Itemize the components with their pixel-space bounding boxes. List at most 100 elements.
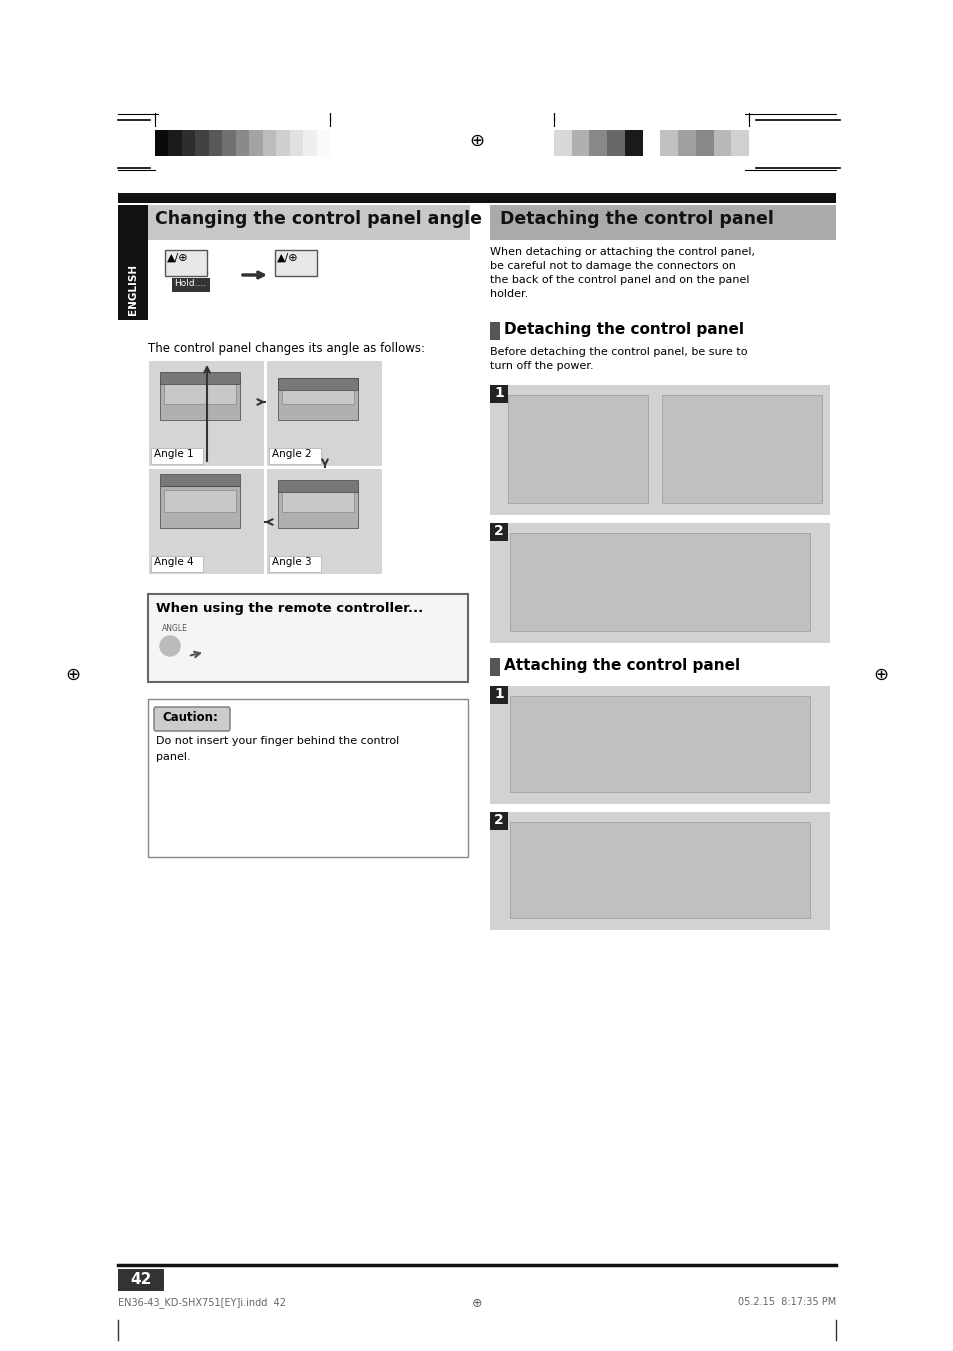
Bar bbox=[571, 130, 589, 155]
Bar bbox=[262, 130, 276, 155]
Text: ▲/⊕: ▲/⊕ bbox=[276, 253, 298, 263]
Text: Angle 1: Angle 1 bbox=[153, 449, 193, 459]
Bar bbox=[282, 490, 354, 512]
Bar bbox=[589, 130, 607, 155]
Bar bbox=[490, 385, 507, 403]
Bar bbox=[169, 130, 182, 155]
Bar bbox=[713, 130, 731, 155]
Text: Do not insert your finger behind the control: Do not insert your finger behind the con… bbox=[156, 736, 399, 746]
Bar bbox=[490, 385, 829, 515]
Bar bbox=[290, 130, 303, 155]
Text: Angle 2: Angle 2 bbox=[272, 449, 312, 459]
Text: Attaching the control panel: Attaching the control panel bbox=[503, 658, 740, 673]
Bar bbox=[269, 557, 320, 571]
Text: Detaching the control panel: Detaching the control panel bbox=[499, 209, 773, 228]
FancyBboxPatch shape bbox=[153, 707, 230, 731]
Text: the back of the control panel and on the panel: the back of the control panel and on the… bbox=[490, 276, 749, 285]
Bar bbox=[274, 250, 316, 276]
Bar bbox=[490, 686, 829, 804]
Bar bbox=[695, 130, 713, 155]
Bar bbox=[148, 594, 468, 682]
Text: ⊕: ⊕ bbox=[469, 132, 484, 150]
Text: Angle 4: Angle 4 bbox=[153, 557, 193, 567]
Bar bbox=[209, 130, 223, 155]
Bar bbox=[267, 469, 381, 574]
Bar bbox=[267, 361, 381, 466]
Bar bbox=[490, 658, 499, 676]
Bar bbox=[661, 394, 821, 503]
Text: panel.: panel. bbox=[156, 753, 191, 762]
Text: Before detaching the control panel, be sure to: Before detaching the control panel, be s… bbox=[490, 347, 747, 357]
Bar bbox=[148, 205, 470, 240]
Bar bbox=[316, 130, 330, 155]
Bar bbox=[182, 130, 195, 155]
Bar bbox=[507, 394, 647, 503]
Text: Detaching the control panel: Detaching the control panel bbox=[503, 322, 743, 336]
Bar bbox=[118, 193, 835, 203]
Bar bbox=[118, 1269, 164, 1292]
Bar bbox=[195, 130, 209, 155]
Bar bbox=[490, 322, 499, 340]
Bar bbox=[490, 523, 507, 540]
Bar bbox=[554, 130, 572, 155]
Bar bbox=[154, 130, 169, 155]
Bar bbox=[490, 812, 829, 929]
Text: Caution:: Caution: bbox=[162, 711, 217, 724]
Bar bbox=[624, 130, 642, 155]
Text: The control panel changes its angle as follows:: The control panel changes its angle as f… bbox=[148, 342, 424, 355]
Bar bbox=[149, 469, 264, 574]
Bar bbox=[277, 378, 357, 390]
Text: When detaching or attaching the control panel,: When detaching or attaching the control … bbox=[490, 247, 754, 257]
Bar bbox=[282, 382, 354, 404]
Text: ⊕: ⊕ bbox=[66, 666, 80, 684]
Bar bbox=[275, 130, 290, 155]
Bar bbox=[160, 474, 240, 486]
Text: Hold....: Hold.... bbox=[173, 280, 206, 288]
Bar bbox=[222, 130, 236, 155]
Text: turn off the power.: turn off the power. bbox=[490, 361, 593, 372]
Bar bbox=[164, 382, 235, 404]
Bar bbox=[160, 372, 240, 384]
Text: 2: 2 bbox=[494, 524, 503, 538]
Bar bbox=[642, 130, 660, 155]
Bar bbox=[160, 486, 240, 528]
Bar bbox=[659, 130, 678, 155]
Text: ▲/⊕: ▲/⊕ bbox=[167, 253, 189, 263]
Text: ANGLE: ANGLE bbox=[162, 624, 188, 634]
Bar bbox=[490, 523, 829, 643]
Bar bbox=[510, 534, 809, 631]
Text: 42: 42 bbox=[131, 1273, 152, 1288]
Bar bbox=[606, 130, 625, 155]
Bar bbox=[678, 130, 696, 155]
Bar bbox=[277, 480, 357, 492]
Text: Angle 3: Angle 3 bbox=[272, 557, 312, 567]
Text: When using the remote controller...: When using the remote controller... bbox=[156, 603, 423, 615]
Bar bbox=[149, 361, 264, 466]
Bar bbox=[156, 709, 228, 730]
Bar bbox=[151, 557, 203, 571]
Text: 1: 1 bbox=[494, 688, 503, 701]
Text: ⊕: ⊕ bbox=[471, 1297, 482, 1310]
Bar bbox=[510, 696, 809, 792]
Bar bbox=[151, 449, 203, 463]
Bar bbox=[303, 130, 316, 155]
Bar bbox=[269, 449, 320, 463]
Text: 2: 2 bbox=[494, 813, 503, 827]
Bar bbox=[490, 812, 507, 830]
Bar bbox=[249, 130, 263, 155]
Text: 05.2.15  8:17:35 PM: 05.2.15 8:17:35 PM bbox=[737, 1297, 835, 1306]
Circle shape bbox=[160, 636, 180, 657]
Bar bbox=[148, 698, 468, 857]
Bar bbox=[510, 821, 809, 917]
Bar bbox=[490, 686, 507, 704]
Bar bbox=[235, 130, 250, 155]
Bar bbox=[160, 378, 240, 420]
Text: ENGLISH: ENGLISH bbox=[128, 263, 138, 315]
Bar bbox=[165, 250, 207, 276]
Bar bbox=[277, 486, 357, 528]
Text: 1: 1 bbox=[494, 386, 503, 400]
Bar bbox=[164, 490, 235, 512]
Text: Changing the control panel angle: Changing the control panel angle bbox=[154, 209, 481, 228]
Text: ⊕: ⊕ bbox=[873, 666, 887, 684]
Bar bbox=[490, 205, 835, 240]
